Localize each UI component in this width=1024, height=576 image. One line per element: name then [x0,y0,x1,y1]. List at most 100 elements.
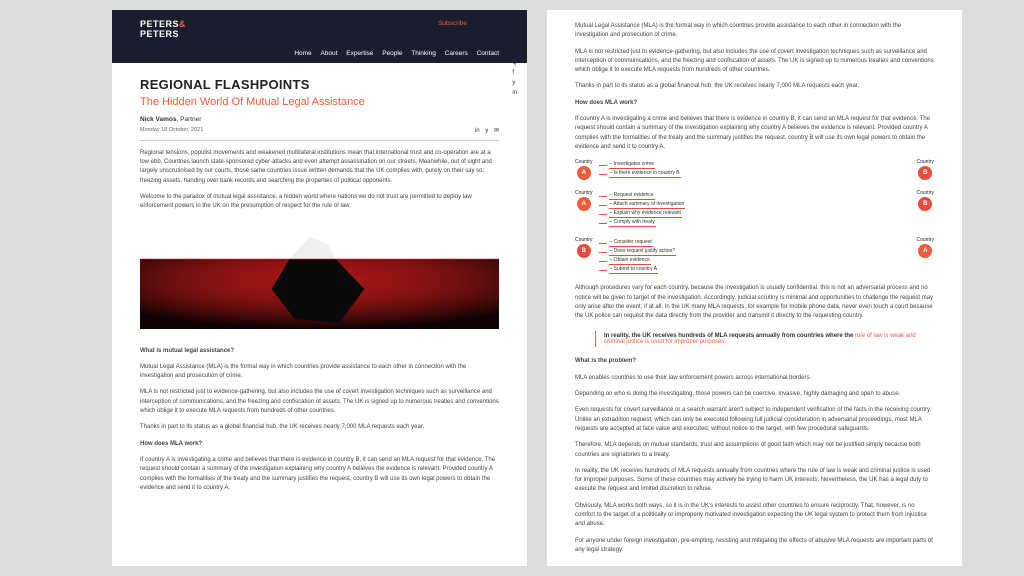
search-icon[interactable]: Q [512,60,517,66]
share-email-icon[interactable]: ✉ [494,128,499,134]
diagram-arrow-line: – Comply with treaty [599,219,911,227]
author-role: Partner [180,116,201,123]
linkedin-icon[interactable]: in [512,90,517,96]
arrow-shaft [599,243,607,244]
mla-flow-diagram: CountryA– Investigates crime– Is there e… [575,159,934,274]
site-header: PETERS& PETERS Subscribe Home About Expe… [112,10,527,63]
what-para-1: Mutual Legal Assistance (MLA) is the for… [140,363,499,382]
arrow-shaft [599,165,607,166]
byline: Nick Vamos, Partner [140,116,499,123]
arrow-text: – Consider request [609,239,653,247]
arrow-text: – Obtain evidence [609,257,651,265]
facebook-icon[interactable]: f [512,70,517,76]
how-para-1b: If country A is investigating a crime an… [575,115,934,152]
nav-home[interactable]: Home [294,50,311,57]
article-title: The Hidden World Of Mutual Legal Assista… [140,96,499,108]
node-label: Country [916,190,934,196]
page-1: PETERS& PETERS Subscribe Home About Expe… [112,10,527,566]
problem-para-3: Even requests for covert surveillance or… [575,406,934,434]
diagram-row: CountryB– Consider request– Does request… [575,237,934,274]
heading-how: How does MLA work? [140,440,499,449]
hero-image-iceberg [140,219,499,329]
logo-line2: PETERS [140,29,179,39]
what-para-3: Thanks in part to its status as a global… [140,423,499,432]
node-circle: B [918,166,932,180]
nav-about[interactable]: About [320,50,337,57]
author-name: Nick Vamos [140,116,177,123]
problem-para-7: For anyone under foreign investigation, … [575,537,934,556]
arrow-text: – Is there evidence in country B [609,170,681,178]
node-circle: A [918,244,932,258]
share-linkedin-icon[interactable]: in [475,128,480,134]
intro-para-2: Welcome to the paradox of mutual legal a… [140,193,499,212]
diagram-node-to: CountryB [916,190,934,211]
nav-thinking[interactable]: Thinking [411,50,436,57]
what-para-2: MLA is not restricted just to evidence-g… [140,388,499,416]
node-label: Country [916,159,934,165]
diagram-arrows: – Request evidence– Attach summary of in… [599,190,911,227]
after-diagram-para: Although procedures vary for each countr… [575,284,934,321]
kicker: REGIONAL FLASHPOINTS [140,77,499,92]
nav-careers[interactable]: Careers [445,50,468,57]
diagram-arrow-line: – Is there evidence in country B [599,170,911,178]
node-label: Country [916,237,934,243]
diagram-arrow-line: – Obtain evidence [599,257,911,265]
arrow-text: – Submit to country A [609,266,659,274]
problem-para-5: In reality, the UK receives hundreds of … [575,467,934,495]
arrow-text: – Comply with treaty [609,219,656,227]
arrow-text: – Attach summary of investigation [609,201,686,209]
diagram-node-from: CountryB [575,237,593,258]
arrow-shaft [599,214,607,215]
arrow-text: – Investigates crime [609,161,655,169]
diagram-node-to: CountryB [916,159,934,180]
logo-amp: & [179,19,186,29]
what-para-3b: Thanks in part to its status as a global… [575,82,934,91]
node-circle: A [577,197,591,211]
what-para-2b: MLA is not restricted just to evidence-g… [575,48,934,76]
heading-problem: What is the problem? [575,357,934,366]
article-body-cont: Mutual Legal Assistance (MLA) is the for… [547,10,962,566]
diagram-arrow-line: – Consider request [599,239,911,247]
arrow-shaft [599,205,607,206]
diagram-arrow-line: – Attach summary of investigation [599,201,911,209]
arrow-shaft [599,223,607,224]
diagram-arrow-line: – Investigates crime [599,161,911,169]
heading-what: What is mutual legal assistance? [140,347,499,356]
diagram-row: CountryA – Investigates crime– Is there e… [575,159,934,180]
nav-contact[interactable]: Contact [477,50,499,57]
main-nav: Home About Expertise People Thinking Car… [140,50,499,57]
diagram-node-from: CountryA [575,190,593,211]
diagram-arrow-line: – Submit to country A [599,266,911,274]
arrow-shaft [599,270,607,271]
arrow-text: – Explain why evidence relevant [609,210,682,218]
problem-para-2: Depending on who is doing the investigat… [575,390,934,399]
node-label: Country [575,237,593,243]
nav-expertise[interactable]: Expertise [346,50,373,57]
arrow-text: – Request evidence [609,192,655,200]
arrow-shaft [599,196,607,197]
twitter-icon[interactable]: y [512,80,517,86]
share-twitter-icon[interactable]: y [485,128,488,134]
arrow-shaft [599,261,607,262]
arrow-shaft [599,174,607,175]
diagram-node-from: CountryA [575,159,593,180]
node-circle: B [577,244,591,258]
intro-para-1: Regional tensions, populist movements an… [140,149,499,186]
nav-people[interactable]: People [382,50,402,57]
how-para-1: If country A is investigating a crime an… [140,456,499,493]
problem-para-1: MLA enables countries to use their law e… [575,374,934,383]
diagram-node-to: CountryA [916,237,934,258]
article-body: REGIONAL FLASHPOINTS The Hidden World Of… [112,77,527,520]
logo-line1: PETERS [140,19,179,29]
subscribe-link[interactable]: Subscribe [438,20,467,27]
problem-para-4: Therefore, MLA depends on mutual standar… [575,441,934,460]
diagram-arrows: – Investigates crime– Is there evidence … [599,159,911,178]
what-para-1b: Mutual Legal Assistance (MLA) is the for… [575,22,934,41]
diagram-arrow-line: – Request evidence [599,192,911,200]
diagram-arrows: – Consider request– Does request justify… [599,237,911,274]
divider [140,140,499,141]
diagram-arrow-line: – Does request justify action? [599,248,911,256]
node-circle: B [918,197,932,211]
arrow-shaft [599,252,607,253]
side-social-icons: Q f y in [512,60,517,96]
